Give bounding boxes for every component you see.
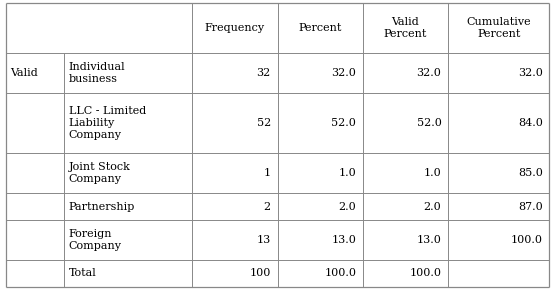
Text: 13: 13 bbox=[256, 235, 271, 245]
Text: 32: 32 bbox=[256, 68, 271, 78]
Text: 52.0: 52.0 bbox=[331, 118, 356, 128]
Text: 1: 1 bbox=[264, 168, 271, 178]
Text: 84.0: 84.0 bbox=[518, 118, 543, 128]
Text: 100.0: 100.0 bbox=[511, 235, 543, 245]
Text: 87.0: 87.0 bbox=[518, 202, 543, 211]
Text: Foreign
Company: Foreign Company bbox=[69, 229, 122, 251]
Text: 2.0: 2.0 bbox=[423, 202, 441, 211]
Text: 100.0: 100.0 bbox=[324, 269, 356, 278]
Text: 100: 100 bbox=[249, 269, 271, 278]
Text: 52: 52 bbox=[256, 118, 271, 128]
Text: 32.0: 32.0 bbox=[417, 68, 441, 78]
Text: 52.0: 52.0 bbox=[417, 118, 441, 128]
Text: 1.0: 1.0 bbox=[423, 168, 441, 178]
Text: Joint Stock
Company: Joint Stock Company bbox=[69, 162, 130, 184]
Text: 2.0: 2.0 bbox=[339, 202, 356, 211]
Text: 100.0: 100.0 bbox=[410, 269, 441, 278]
Text: 2: 2 bbox=[264, 202, 271, 211]
Text: 32.0: 32.0 bbox=[518, 68, 543, 78]
Text: Total: Total bbox=[69, 269, 97, 278]
Text: 32.0: 32.0 bbox=[331, 68, 356, 78]
Text: Percent: Percent bbox=[299, 23, 342, 33]
Text: Frequency: Frequency bbox=[205, 23, 265, 33]
Text: Individual
business: Individual business bbox=[69, 61, 125, 84]
Text: 13.0: 13.0 bbox=[417, 235, 441, 245]
Text: 85.0: 85.0 bbox=[518, 168, 543, 178]
Text: Valid
Percent: Valid Percent bbox=[384, 17, 427, 39]
Text: Valid: Valid bbox=[10, 68, 38, 78]
Text: Partnership: Partnership bbox=[69, 202, 135, 211]
Text: LLC - Limited
Liability
Company: LLC - Limited Liability Company bbox=[69, 106, 146, 140]
Text: Cumulative
Percent: Cumulative Percent bbox=[467, 17, 531, 39]
Text: 1.0: 1.0 bbox=[339, 168, 356, 178]
Text: 13.0: 13.0 bbox=[331, 235, 356, 245]
